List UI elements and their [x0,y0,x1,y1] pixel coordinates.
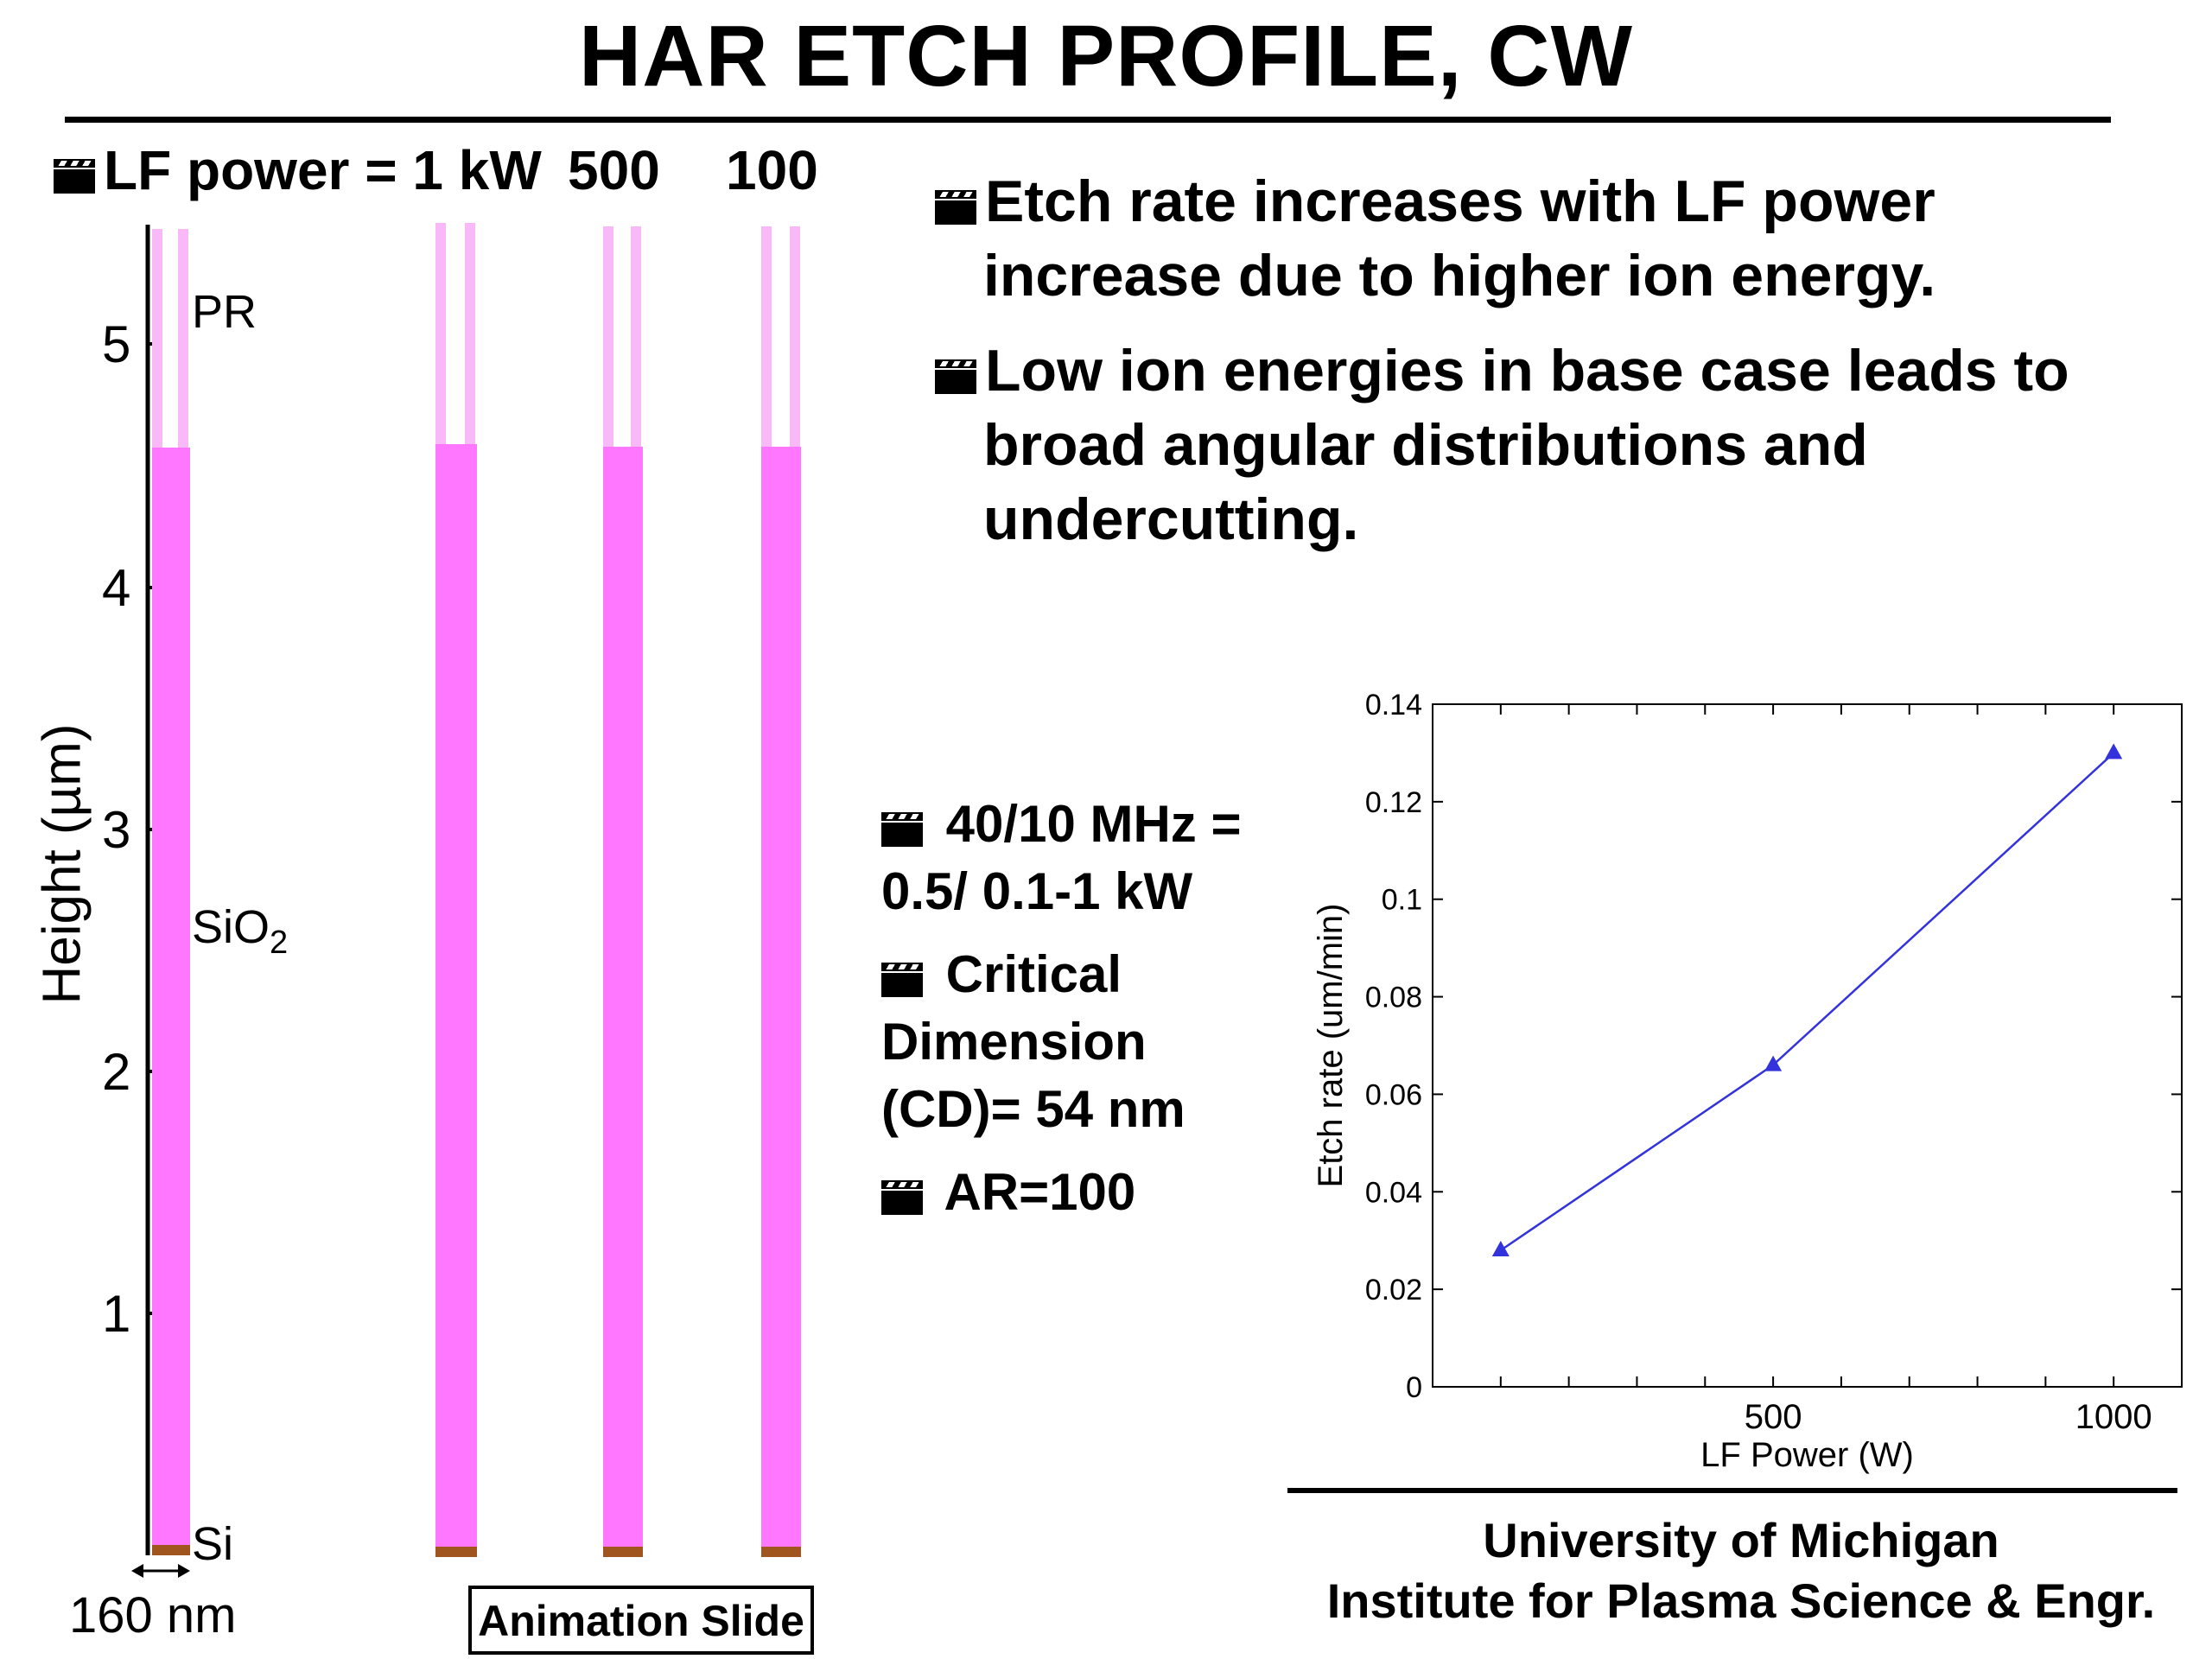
clapperboard-icon [935,356,976,395]
sio2-label: SiO2 [192,901,289,961]
clapperboard-icon [54,156,95,194]
si-substrate [152,1545,190,1555]
data-point-triangle [1764,1055,1783,1071]
height-tick-5: 5 [102,315,131,373]
y-tick-label: 0 [1406,1371,1422,1404]
y-tick-label: 0.14 [1365,689,1422,721]
clapperboard-icon [935,187,976,226]
width-label: 160 nm [69,1587,237,1643]
y-tick-label: 0.12 [1365,786,1422,819]
column-label-500: 500 [568,139,660,201]
pr-left [152,229,162,449]
sio2-layer [435,444,477,1547]
profile-col2 [435,223,477,1557]
bullet-critical-dimension: Critical Dimension (CD)= 54 nm [881,945,1185,1138]
height-tick-1: 1 [102,1285,131,1343]
clapperboard-icon [881,1177,923,1216]
pr-left [761,226,772,449]
clapperboard-icon [881,959,923,998]
pr-left [435,223,446,448]
lf-power-label: LF power = 1 kW [54,138,542,202]
y-tick-label: 0.04 [1365,1176,1422,1209]
etch-rate-chart: 500 1000 0 0.02 0.04 0.06 0.08 0.1 0.12 0.14 LF Po… [1312,689,2183,1474]
height-tick-3: 3 [102,801,131,859]
si-label: Si [192,1518,234,1570]
animation-slide-label: Animation Slide [468,1586,814,1655]
etch-profile-diagram [131,223,801,1578]
si-substrate [435,1547,477,1557]
height-tick-2: 2 [102,1043,131,1101]
y-axis-label: Etch rate (um/min) [1312,904,1350,1188]
right-bullets: Etch rate increases with LF power increa… [935,164,2162,577]
slide-title: HAR ETCH PROFILE, CW [579,8,1633,105]
pr-right [465,223,475,448]
profile-500 [603,226,643,1557]
pr-label: PR [192,286,257,338]
y-tick-label: 0.06 [1365,1078,1422,1111]
x-tick-label: 1000 [2075,1398,2152,1436]
y-tick-label: 0.02 [1365,1274,1422,1306]
institution-line-2: Institute for Plasma Science & Engr. [1326,1573,2156,1628]
pr-left [603,226,613,449]
width-arrow-icon [131,1564,190,1578]
bullet-aspect-ratio: AR=100 [881,1159,1279,1226]
y-tick-label: 0.08 [1365,982,1422,1014]
x-tick-label: 500 [1745,1398,1802,1436]
footer-divider [1287,1488,2177,1493]
clapperboard-icon [881,809,923,848]
institution-line-1: University of Michigan [1483,1513,1999,1567]
sio2-layer [761,447,801,1547]
bullet-low-ion-energy: Low ion energies in base case leads to b… [935,334,2162,556]
data-point-triangle [1491,1241,1510,1256]
condition-bullets: 40/10 MHz = 0.5/ 0.1-1 kW Critical Dimen… [881,791,1279,1242]
height-tick-4: 4 [102,559,131,617]
pr-right [631,226,641,449]
data-point-triangle [2105,743,2123,760]
bullet-frequency: 40/10 MHz = 0.5/ 0.1-1 kW [881,795,1242,920]
column-label-100: 100 [726,139,818,201]
series-line [1500,752,2115,1252]
y-tick-label: 0.1 [1382,884,1422,917]
si-substrate [761,1547,801,1557]
x-axis-label: LF Power (W) [1700,1436,1914,1474]
plot-frame [1432,703,2183,1388]
pr-right [790,226,800,449]
profile-100 [761,226,801,1557]
bullet-etch-rate: Etch rate increases with LF power increa… [935,164,2162,313]
profile-1kw [152,229,190,1555]
sio2-layer [603,447,643,1547]
si-substrate [603,1547,643,1557]
height-axis-label: Height (µm) [32,723,92,1005]
title-divider [65,117,2111,123]
pr-right [178,229,188,449]
sio2-layer [152,448,190,1545]
